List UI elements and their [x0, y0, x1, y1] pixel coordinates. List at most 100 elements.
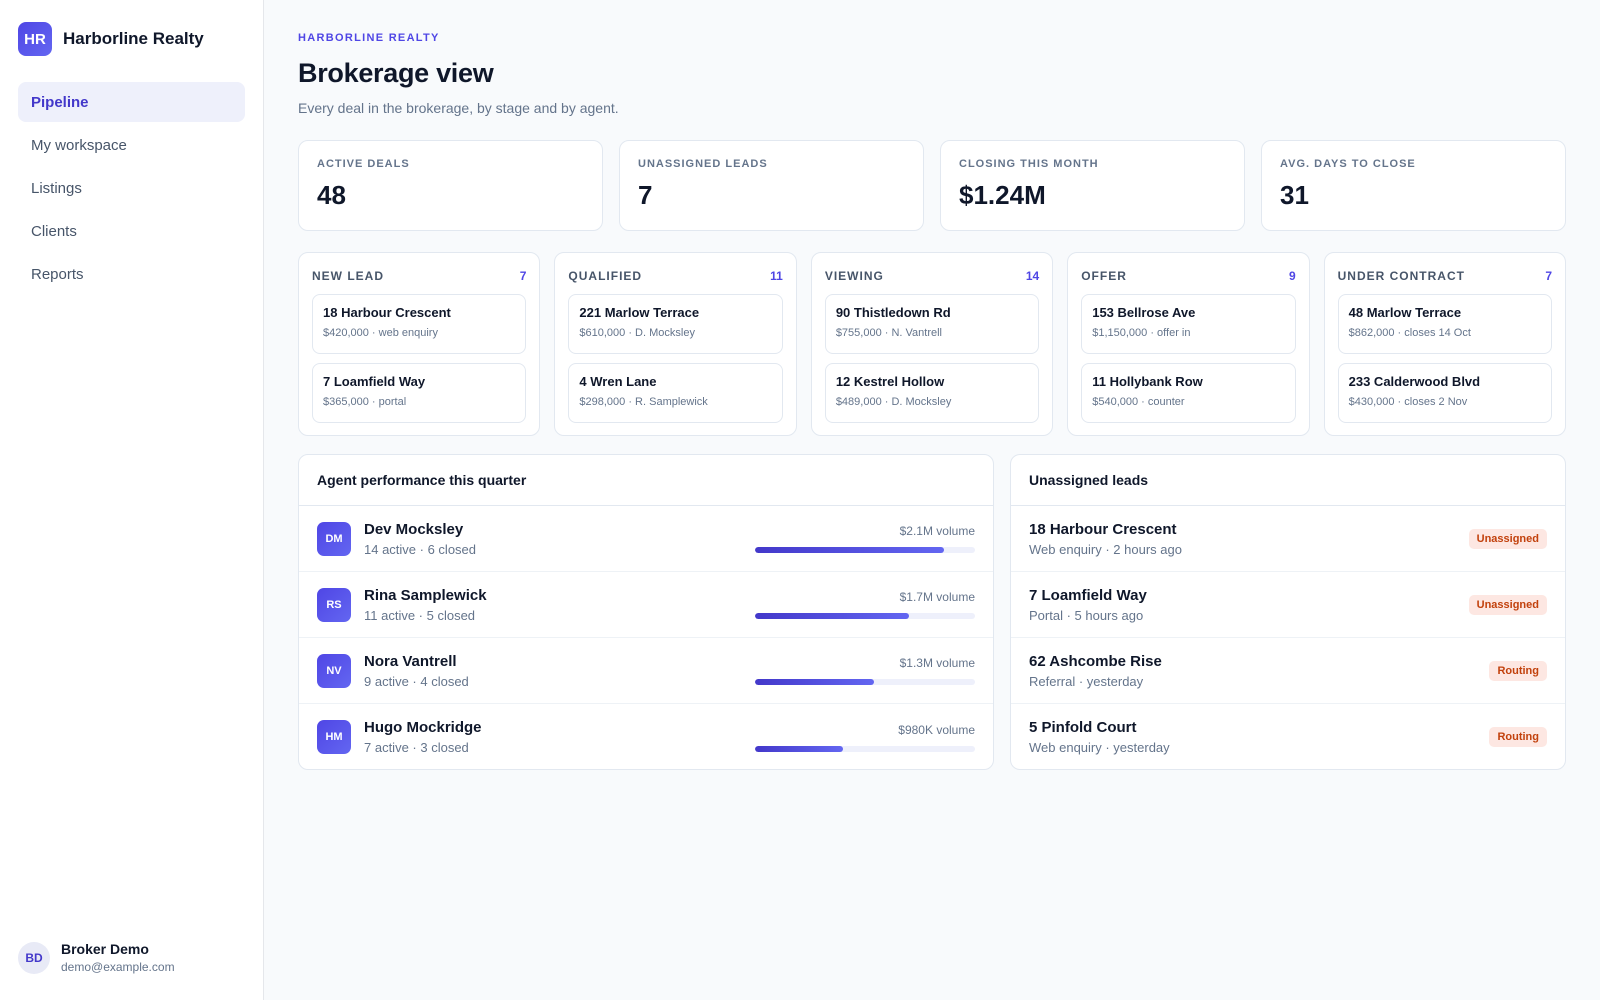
- lead-meta: Web enquiry · 2 hours ago: [1029, 541, 1182, 557]
- stage-name: OFFER: [1081, 269, 1127, 283]
- brand[interactable]: HR Harborline Realty: [18, 22, 204, 56]
- stage-column-under-contract: UNDER CONTRACT 7 48 Marlow Terrace $862,…: [1323, 252, 1567, 436]
- sidebar-nav: Pipeline My workspace Listings Clients R…: [18, 82, 245, 297]
- deal-meta: $1,150,000 · offer in: [1092, 327, 1191, 339]
- status-badge: Routing: [1489, 727, 1547, 747]
- user-profile[interactable]: BD Broker Demo demo@example.com: [18, 941, 175, 974]
- kpi-value: $1.24M: [959, 180, 1046, 210]
- agent-stats: 9 active · 4 closed: [364, 673, 469, 689]
- lead-info: 5 Pinfold Court Web enquiry · yesterday: [1029, 719, 1489, 755]
- deal-meta: $862,000 · closes 14 Oct: [1348, 327, 1471, 339]
- stage-column-offer: OFFER 9 153 Bellrose Ave $1,150,000 · of…: [1067, 252, 1310, 436]
- deal-card[interactable]: 7 Loamfield Way $365,000 · portal: [312, 363, 527, 423]
- lead-meta: Portal · 5 hours ago: [1029, 607, 1144, 623]
- deal-meta: $610,000 · D. Mocksley: [579, 327, 695, 339]
- volume-bar-fill: [755, 613, 909, 619]
- lead-meta: Web enquiry · yesterday: [1029, 740, 1170, 755]
- agent-info: Dev Mocksley 14 active · 6 closed: [364, 521, 755, 557]
- stage-count: 14: [1025, 269, 1040, 283]
- lead-name: 62 Ashcombe Rise: [1029, 652, 1162, 670]
- kpi-card-unassigned-leads: UNASSIGNED LEADS 7: [619, 140, 924, 231]
- sidebar-item-pipeline[interactable]: Pipeline: [18, 82, 245, 122]
- sidebar: HR Harborline Realty Pipeline My workspa…: [0, 0, 264, 1000]
- volume-label: $1.7M volume: [899, 590, 975, 604]
- avatar: HM: [317, 720, 351, 754]
- lead-row[interactable]: 5 Pinfold Court Web enquiry · yesterday …: [1011, 704, 1565, 769]
- agent-volume: $2.1M volume: [755, 524, 975, 553]
- deal-title: 90 Thistledown Rd: [835, 305, 951, 320]
- unassigned-leads-panel: Unassigned leads 18 Harbour Crescent Web…: [1010, 454, 1566, 770]
- stage-header: QUALIFIED 11: [568, 267, 782, 285]
- deal-card[interactable]: 153 Bellrose Ave $1,150,000 · offer in: [1081, 294, 1296, 354]
- kpi-card-active-deals: ACTIVE DEALS 48: [298, 140, 603, 231]
- stage-header: OFFER 9: [1081, 267, 1295, 285]
- sidebar-item-reports[interactable]: Reports: [31, 265, 84, 283]
- volume-label: $980K volume: [898, 722, 975, 737]
- deal-card[interactable]: 233 Calderwood Blvd $430,000 · closes 2 …: [1337, 363, 1553, 423]
- panel-title: Agent performance this quarter: [299, 455, 993, 506]
- deal-card[interactable]: 221 Marlow Terrace $610,000 · D. Mocksle…: [568, 294, 783, 354]
- agent-row[interactable]: RS Rina Samplewick 11 active · 5 closed …: [299, 572, 993, 638]
- deal-title: 153 Bellrose Ave: [1092, 305, 1196, 320]
- deal-title: 233 Calderwood Blvd: [1348, 374, 1481, 389]
- deal-meta: $298,000 · R. Samplewick: [579, 396, 708, 408]
- lead-name: 5 Pinfold Court: [1029, 719, 1137, 736]
- kpi-value: 48: [317, 180, 346, 210]
- deal-card[interactable]: 11 Hollybank Row $540,000 · counter: [1081, 363, 1296, 423]
- user-info: Broker Demo demo@example.com: [61, 941, 175, 974]
- agent-stats: 14 active · 6 closed: [364, 541, 477, 557]
- deal-card[interactable]: 48 Marlow Terrace $862,000 · closes 14 O…: [1337, 294, 1553, 354]
- lead-row[interactable]: 62 Ashcombe Rise Referral · yesterday Ro…: [1011, 638, 1565, 704]
- stage-name: VIEWING: [824, 269, 884, 283]
- deal-card[interactable]: 12 Kestrel Hollow $489,000 · D. Mocksley: [824, 363, 1040, 423]
- deal-meta: $489,000 · D. Mocksley: [835, 396, 952, 408]
- deal-title: 18 Harbour Crescent: [323, 305, 451, 320]
- deal-title: 221 Marlow Terrace: [579, 305, 700, 320]
- volume-bar-fill: [755, 745, 843, 752]
- stage-count: 7: [519, 269, 527, 283]
- volume-bar-fill: [755, 679, 874, 685]
- deal-card[interactable]: 90 Thistledown Rd $755,000 · N. Vantrell: [824, 294, 1040, 354]
- stage-header: UNDER CONTRACT 7: [1338, 267, 1552, 285]
- kpi-label: ACTIVE DEALS: [317, 158, 410, 170]
- lead-info: 62 Ashcombe Rise Referral · yesterday: [1029, 653, 1489, 689]
- volume-bar-track: [755, 613, 975, 619]
- agent-volume: $980K volume: [755, 723, 975, 752]
- stage-header: VIEWING 14: [825, 267, 1039, 285]
- kpi-value: 7: [638, 180, 653, 210]
- volume-bar-fill: [755, 547, 945, 553]
- stage-count: 9: [1288, 269, 1296, 283]
- stage-header: NEW LEAD 7: [312, 267, 526, 285]
- lead-row[interactable]: 7 Loamfield Way Portal · 5 hours ago Una…: [1011, 572, 1565, 638]
- deal-meta: $540,000 · counter: [1092, 396, 1185, 408]
- deal-meta: $420,000 · web enquiry: [323, 327, 438, 339]
- deal-card[interactable]: 18 Harbour Crescent $420,000 · web enqui…: [312, 294, 527, 354]
- lead-row[interactable]: 18 Harbour Crescent Web enquiry · 2 hour…: [1011, 506, 1565, 572]
- pipeline-board: NEW LEAD 7 18 Harbour Crescent $420,000 …: [298, 252, 1567, 436]
- stage-count: 7: [1545, 269, 1553, 283]
- avatar: DM: [317, 521, 351, 556]
- agent-row[interactable]: NV Nora Vantrell 9 active · 4 closed $1.…: [299, 638, 993, 704]
- deal-meta: $755,000 · N. Vantrell: [835, 327, 943, 339]
- kpi-card-avg-days-to-close: AVG. DAYS TO CLOSE 31: [1261, 140, 1566, 231]
- agent-info: Nora Vantrell 9 active · 4 closed: [364, 653, 755, 689]
- brand-name: Harborline Realty: [63, 29, 204, 48]
- stage-column-qualified: QUALIFIED 11 221 Marlow Terrace $610,000…: [554, 252, 797, 436]
- deal-title: 48 Marlow Terrace: [1348, 305, 1462, 320]
- sidebar-item-my-workspace[interactable]: My workspace: [31, 136, 127, 154]
- sidebar-item-clients[interactable]: Clients: [31, 222, 77, 240]
- deal-title: 7 Loamfield Way: [323, 374, 426, 389]
- status-badge: Unassigned: [1468, 594, 1547, 615]
- lead-info: 7 Loamfield Way Portal · 5 hours ago: [1029, 587, 1469, 623]
- sidebar-item-listings[interactable]: Listings: [31, 179, 82, 197]
- agent-stats: 7 active · 3 closed: [364, 740, 469, 755]
- stage-column-new-lead: NEW LEAD 7 18 Harbour Crescent $420,000 …: [298, 252, 541, 436]
- agent-name: Rina Samplewick: [364, 586, 487, 604]
- agent-name: Dev Mocksley: [364, 520, 464, 538]
- deal-card[interactable]: 4 Wren Lane $298,000 · R. Samplewick: [568, 363, 783, 423]
- agent-row[interactable]: HM Hugo Mockridge 7 active · 3 closed $9…: [299, 704, 993, 769]
- deal-meta: $430,000 · closes 2 Nov: [1348, 396, 1468, 408]
- page-title: Brokerage view: [298, 58, 494, 88]
- agent-row[interactable]: DM Dev Mocksley 14 active · 6 closed $2.…: [299, 506, 993, 572]
- stage-name: UNDER CONTRACT: [1337, 269, 1465, 283]
